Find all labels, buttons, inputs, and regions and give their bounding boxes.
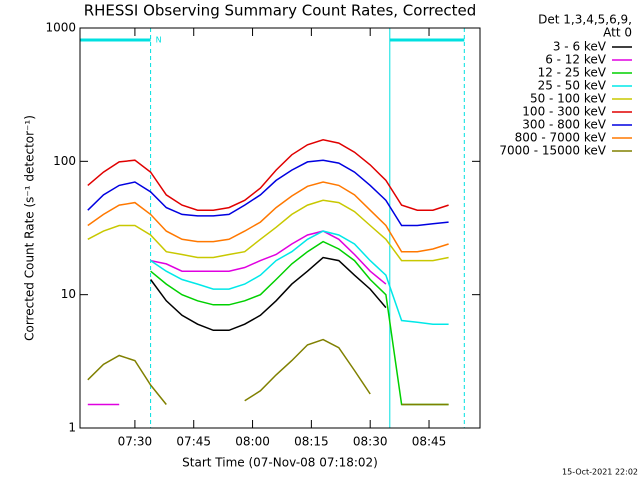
chart-title: RHESSI Observing Summary Count Rates, Co… bbox=[84, 2, 477, 20]
legend-label: 3 - 6 keV bbox=[553, 40, 607, 54]
legend-label: 300 - 800 keV bbox=[522, 118, 606, 132]
series-line bbox=[150, 240, 449, 406]
series-line bbox=[87, 199, 449, 262]
legend-label: 800 - 7000 keV bbox=[515, 131, 607, 145]
y-tick-label: 10 bbox=[61, 287, 76, 301]
y-tick-label: 1000 bbox=[45, 21, 76, 35]
series-line bbox=[149, 256, 387, 332]
interval-label: N bbox=[156, 36, 162, 45]
x-tick-label: 08:15 bbox=[294, 435, 329, 449]
legend-label: 25 - 50 keV bbox=[538, 79, 607, 93]
y-tick-label: 1 bbox=[68, 421, 76, 435]
legend-label: 50 - 100 keV bbox=[530, 92, 607, 106]
x-axis-label: Start Time (07-Nov-08 07:18:02) bbox=[182, 456, 378, 470]
series-line bbox=[150, 230, 449, 325]
x-tick-label: 08:00 bbox=[235, 435, 270, 449]
plot-frame bbox=[79, 27, 481, 429]
x-tick-label: 08:45 bbox=[412, 435, 447, 449]
series-line bbox=[87, 230, 387, 406]
legend-header: Att 0 bbox=[603, 26, 632, 40]
series-line bbox=[87, 139, 449, 211]
legend-label: 12 - 25 keV bbox=[538, 66, 607, 80]
y-axis-label: Corrected Count Rate (s⁻¹ detector⁻¹) bbox=[23, 115, 37, 341]
x-tick-label: 07:30 bbox=[118, 435, 153, 449]
legend-header: Det 1,3,4,5,6,9, bbox=[538, 13, 632, 27]
legend-label: 7000 - 15000 keV bbox=[499, 144, 606, 158]
footer: 15-Oct-2021 22:02 bbox=[562, 468, 638, 477]
series-line bbox=[87, 338, 449, 406]
series-line bbox=[87, 181, 449, 253]
series-line bbox=[87, 159, 449, 227]
x-tick-label: 07:45 bbox=[176, 435, 211, 449]
legend-label: 6 - 12 keV bbox=[545, 53, 607, 67]
legend-label: 100 - 300 keV bbox=[522, 105, 606, 119]
y-tick-label: 100 bbox=[53, 154, 76, 168]
x-tick-label: 08:30 bbox=[353, 435, 388, 449]
